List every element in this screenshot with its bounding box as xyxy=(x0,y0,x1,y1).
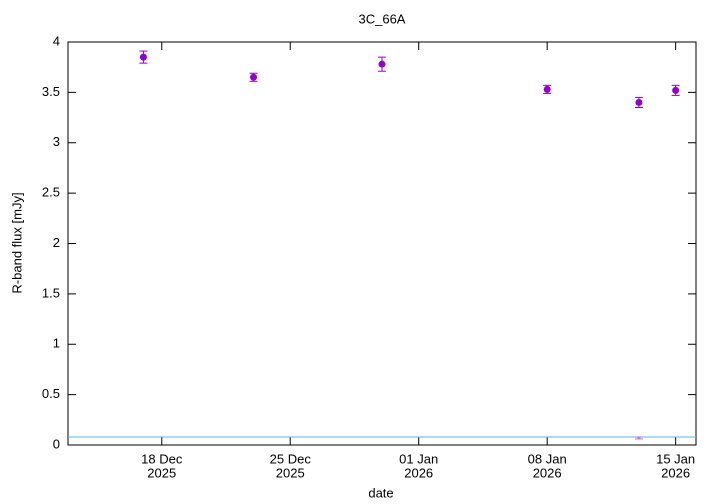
x-tick-label: 2026 xyxy=(404,465,433,480)
y-tick-label: 3.5 xyxy=(42,84,60,99)
y-tick-label: 4 xyxy=(53,33,60,48)
x-tick-label: 25 Dec xyxy=(270,451,312,466)
y-tick-label: 1 xyxy=(53,336,60,351)
chart-title: 3C_66A xyxy=(359,11,406,26)
y-axis-label: R-band flux [mJy] xyxy=(9,192,24,293)
y-tick-label: 0.5 xyxy=(42,386,60,401)
x-tick-label: 2026 xyxy=(533,465,562,480)
x-tick-label: 2025 xyxy=(147,465,176,480)
x-axis-label: date xyxy=(368,485,393,500)
y-tick-label: 2 xyxy=(53,235,60,250)
y-tick-label: 3 xyxy=(53,134,60,149)
x-tick-label: 2025 xyxy=(276,465,305,480)
data-point xyxy=(139,53,147,61)
data-point xyxy=(637,436,641,440)
data-point xyxy=(635,98,643,106)
data-point xyxy=(672,86,680,94)
data-point xyxy=(378,60,386,68)
y-tick-label: 1.5 xyxy=(42,285,60,300)
y-tick-label: 2.5 xyxy=(42,185,60,200)
data-point xyxy=(543,85,551,93)
plot-frame xyxy=(67,41,697,446)
y-tick-label: 0 xyxy=(53,436,60,451)
x-tick-label: 01 Jan xyxy=(399,451,438,466)
x-tick-label: 2026 xyxy=(661,465,690,480)
x-tick-label: 08 Jan xyxy=(528,451,567,466)
data-point xyxy=(250,73,258,81)
x-tick-label: 15 Jan xyxy=(656,451,695,466)
x-tick-label: 18 Dec xyxy=(141,451,183,466)
